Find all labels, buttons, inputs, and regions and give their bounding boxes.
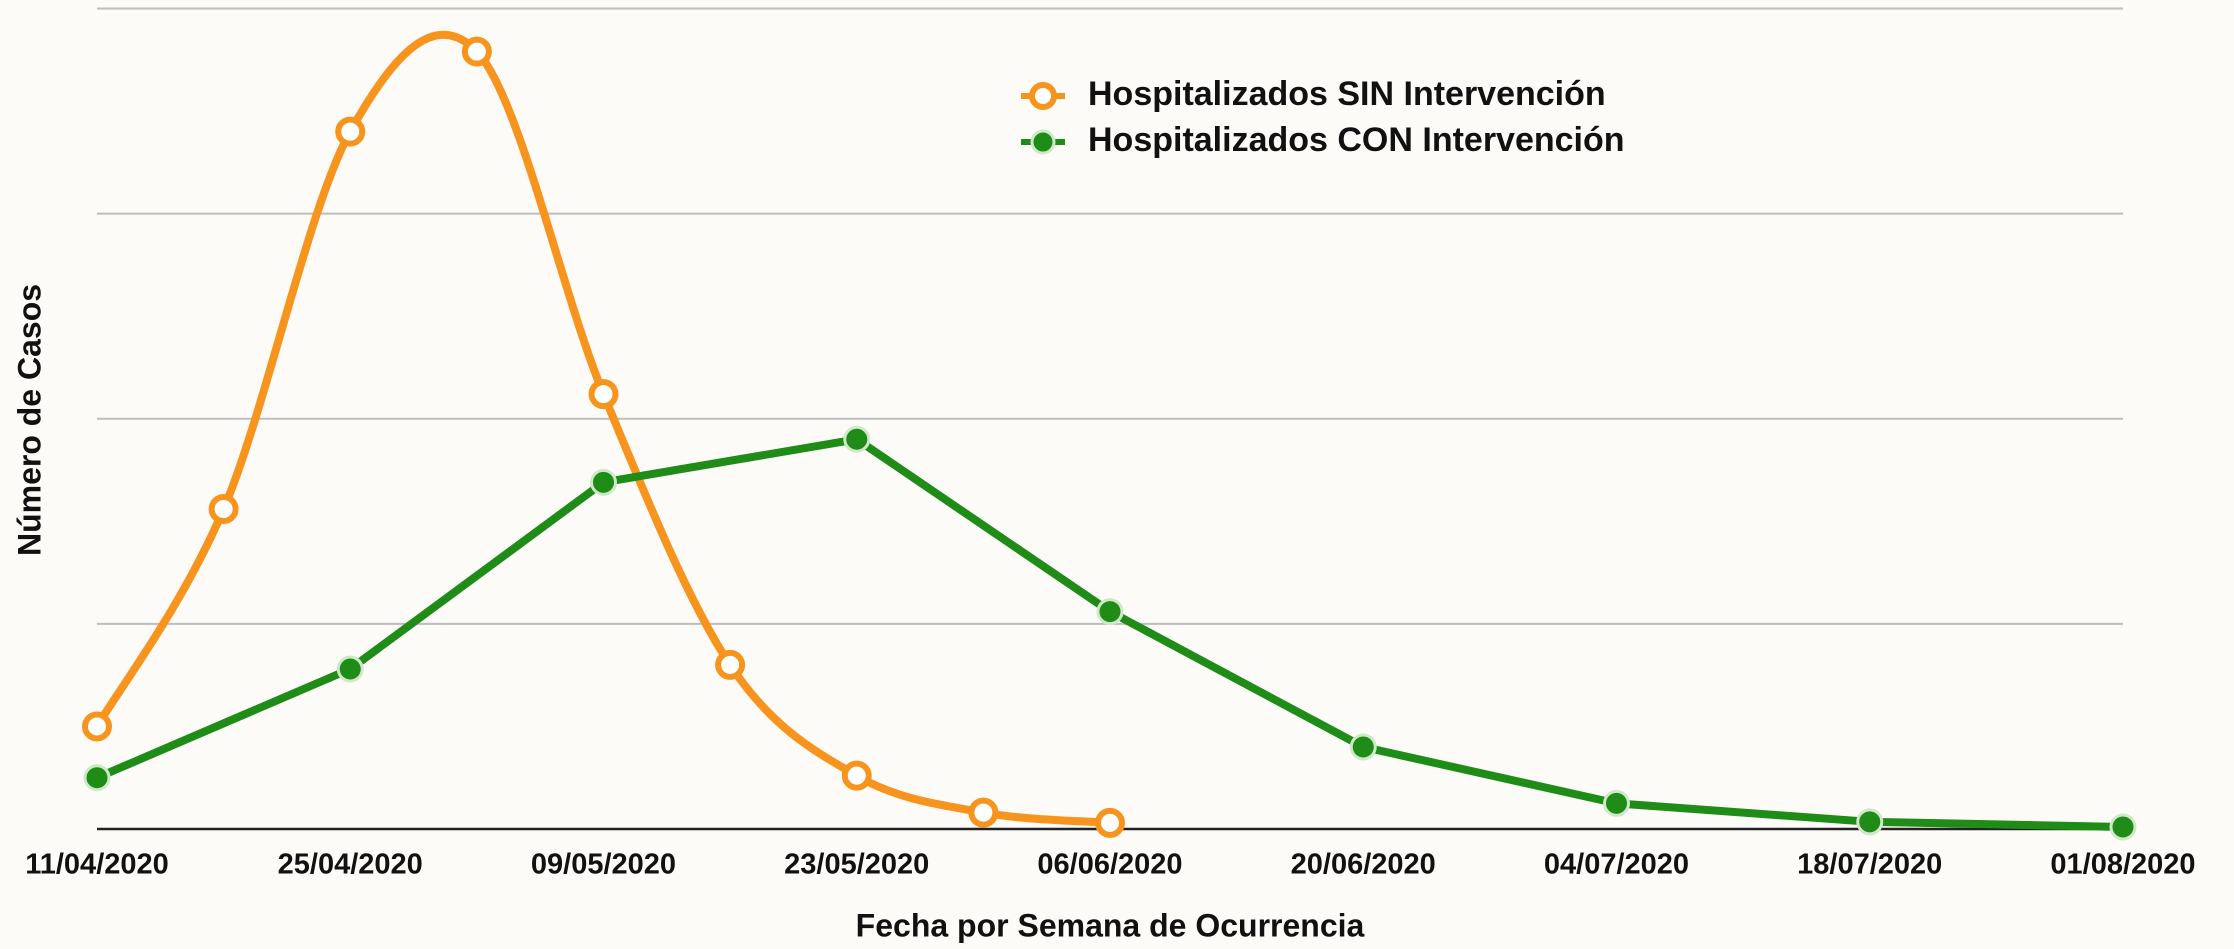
point-marker [1096,598,1124,626]
point-marker [208,494,239,525]
x-tick-label: 18/07/2020 [1797,849,1942,881]
series-line [93,30,1111,827]
x-axis-label: Fecha por Semana de Ocurrencia [856,907,1365,943]
point-marker [588,379,619,410]
point-marker [715,649,746,680]
x-tick-label: 09/05/2020 [531,849,676,881]
legend-marker [1029,82,1057,110]
x-tick-label: 04/07/2020 [1544,849,1689,881]
x-tick-label: 25/04/2020 [278,849,423,881]
point-marker [841,760,872,791]
point-marker [83,764,111,792]
legend-marker [1030,129,1056,155]
point-marker [590,468,617,496]
x-tick-label: 23/05/2020 [784,849,929,881]
point-marker [968,797,999,828]
x-tick-label: 20/06/2020 [1291,849,1436,881]
point-marker [2109,813,2137,841]
point-marker [335,116,366,147]
point-marker [843,425,871,453]
point-marker [82,711,112,742]
point-marker [461,36,492,67]
x-tick-label: 11/04/2020 [25,849,169,881]
legend-label: Hospitalizados SIN Intervención [1088,75,1606,113]
x-tick-label: 06/06/2020 [1037,849,1182,881]
point-marker [1095,807,1125,838]
point-marker [1856,808,1884,836]
point-marker [1603,789,1630,817]
x-tick-label: 01/08/2020 [2050,849,2195,881]
point-marker [336,655,364,683]
legend-label: Hospitalizados CON Intervención [1088,121,1625,159]
y-axis-label: Número de Casos [11,284,47,556]
point-marker [1349,733,1377,761]
